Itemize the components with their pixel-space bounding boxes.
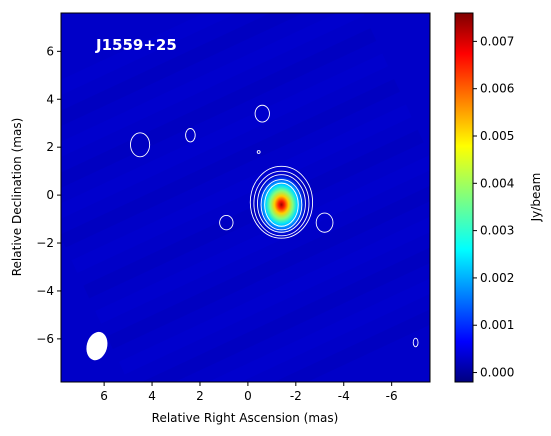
noise-stripe <box>130 231 430 382</box>
noise-pattern <box>0 0 494 436</box>
source-core <box>256 173 307 236</box>
y-tick-label: −6 <box>36 332 54 346</box>
contour <box>412 337 419 348</box>
noise-stripe <box>154 281 430 382</box>
contour <box>257 174 306 233</box>
y-tick-label: 4 <box>46 92 54 106</box>
colorbar-tick-label: 0.007 <box>480 34 514 48</box>
contour <box>253 170 310 237</box>
x-tick-label: -6 <box>386 389 398 403</box>
noise-stripe <box>61 78 400 248</box>
colorbar-tick-label: 0.002 <box>480 271 514 285</box>
y-axis: 6 4 2 0 −2 −4 −6 <box>36 44 61 346</box>
noise-stripe <box>61 28 377 197</box>
colorbar-tick-label: 0.003 <box>480 224 514 238</box>
colorbar-tick-label: 0.004 <box>480 176 514 190</box>
contour <box>315 212 334 233</box>
beam-ellipse <box>86 331 108 361</box>
contour <box>185 128 196 143</box>
x-tick-label: 2 <box>196 389 204 403</box>
x-tick-label: -2 <box>290 389 302 403</box>
y-axis-label: Relative Declination (mas) <box>10 118 24 277</box>
colorbar-tick-label: 0.006 <box>480 82 514 96</box>
contour <box>264 182 299 227</box>
x-tick-label: 4 <box>148 389 156 403</box>
image-plot: J1559+25 <box>0 0 494 436</box>
colorbar-tick-label: 0.005 <box>480 129 514 143</box>
contour <box>219 215 234 231</box>
noise-stripe <box>71 104 412 273</box>
x-tick-label: 6 <box>100 389 108 403</box>
colorbar-tick-label: 0.001 <box>480 318 514 332</box>
noise-stripe <box>118 205 430 375</box>
colorbar-ticks: 0.007 0.006 0.005 0.004 0.003 0.002 0.001 0.000 <box>473 34 514 380</box>
contour <box>249 165 314 239</box>
plot-frame <box>60 12 431 383</box>
x-tick-label: -4 <box>338 389 350 403</box>
source-label: J1559+25 <box>95 36 177 54</box>
noise-stripe <box>83 129 424 299</box>
colorbar-gradient <box>454 12 474 383</box>
y-tick-label: 0 <box>46 188 54 202</box>
y-tick-label: 2 <box>46 140 54 154</box>
colorbar-tick-label: 0.000 <box>480 366 514 380</box>
contour <box>254 104 270 123</box>
contour <box>130 132 151 158</box>
noise-stripe <box>61 13 353 147</box>
noise-stripe <box>95 155 430 324</box>
y-tick-label: −4 <box>36 284 54 298</box>
image-background <box>61 13 430 382</box>
noise-stripe <box>61 13 341 121</box>
contour <box>256 150 261 154</box>
noise-stripe <box>61 53 389 223</box>
colorbar: 0.007 0.006 0.005 0.004 0.003 0.002 0.001 0.000… <box>454 12 543 383</box>
contour <box>260 179 303 231</box>
colorbar-label: Jy/beam <box>529 173 543 223</box>
x-axis-label: Relative Right Ascension (mas) <box>152 411 339 425</box>
y-tick-label: −2 <box>36 236 54 250</box>
x-axis: 6 4 2 0 -2 -4 -6 <box>100 382 398 403</box>
contour-lines <box>130 104 419 348</box>
noise-stripe <box>142 256 430 382</box>
noise-stripe <box>106 180 430 350</box>
x-tick-label: 0 <box>244 389 252 403</box>
y-tick-label: 6 <box>46 44 54 58</box>
noise-stripe <box>61 13 365 172</box>
